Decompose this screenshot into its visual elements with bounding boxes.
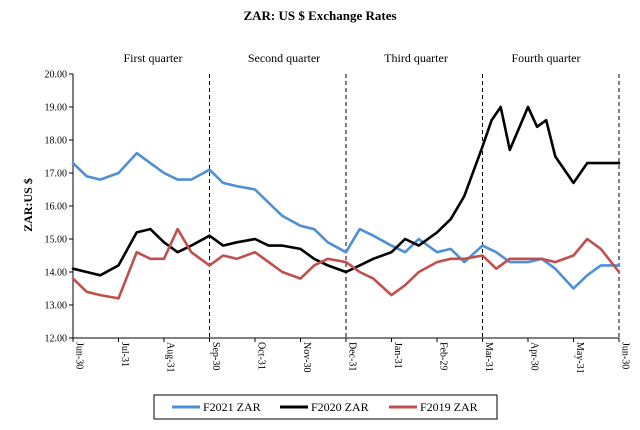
x-tick-label: Oct-31 [256,342,267,370]
x-tick-label: Jun-30 [74,342,85,369]
legend: F2021 ZAR F2020 ZAR F2019 ZAR [153,394,498,420]
y-tick-label: 13.00 [45,301,68,312]
y-tick-label: 19.00 [45,103,68,114]
quarter-label-second: Second quarter [248,51,320,65]
x-tick-label: Dec-31 [347,342,358,371]
y-tick-label: 17.00 [45,169,68,180]
series-line-f2020-zar [71,105,621,277]
x-tick-label: Apr-30 [529,342,540,371]
y-tick-label: 18.00 [45,136,68,147]
quarter-label-third: Third quarter [384,51,448,65]
legend-box [153,394,498,420]
y-tick-label: 14.00 [45,268,68,279]
x-tick-label: Sep-30 [210,342,221,370]
y-tick-label: 12.00 [45,334,68,345]
legend-label-f2020: F2020 ZAR [311,400,369,414]
legend-label-f2019: F2019 ZAR [420,400,478,414]
series-line-f2019-zar [71,227,621,300]
x-tick-label: Aug-31 [165,342,176,373]
legend-label-f2021: F2021 ZAR [203,400,261,414]
x-tick-label: Feb-29 [438,342,449,370]
x-tick-label: Jan-31 [392,342,403,369]
y-axis-label: ZAR:US $ [21,178,35,232]
plot-area: 12.00 13.00 14.00 15.00 16.00 17.00 18.00 19.00… [45,70,631,374]
y-tick-label: 15.00 [45,235,68,246]
chart-title: ZAR: US $ Exchange Rates [243,8,396,23]
quarter-label-first: First quarter [124,51,183,65]
series-line-f2021-zar [71,151,621,290]
y-tick-label: 20.00 [45,70,68,81]
quarter-labels: First quarter Second quarter Third quart… [124,51,581,65]
x-tick-label: Mar-31 [483,342,494,372]
x-tick-label: Jul-31 [119,342,130,367]
quarter-label-fourth: Fourth quarter [512,51,581,65]
x-tick-label: May-31 [574,342,585,374]
x-tick-label: Jun-30 [620,342,631,369]
x-tick-label: Nov-30 [301,342,312,373]
y-tick-label: 16.00 [45,202,68,213]
